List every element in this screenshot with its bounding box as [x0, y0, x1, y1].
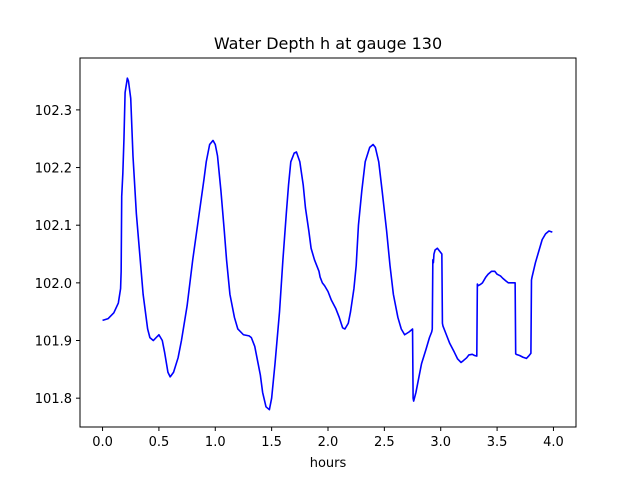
- x-tick-label: 2.0: [318, 435, 339, 450]
- y-axis: 101.8 101.9 102.0 102.1 102.2 102.3: [35, 104, 80, 407]
- chart-title: Water Depth h at gauge 130: [214, 34, 442, 53]
- x-tick-label: 0.0: [92, 435, 113, 450]
- x-axis-label: hours: [310, 456, 347, 471]
- x-tick-label: 4.0: [543, 435, 564, 450]
- y-tick-label: 102.2: [35, 162, 72, 177]
- x-tick-label: 3.0: [430, 435, 451, 450]
- series-line: [102, 77, 553, 411]
- x-tick-label: 3.5: [487, 435, 508, 450]
- x-axis: 0.0 0.5 1.0 1.5 2.0 2.5 3.0 3.5 4.0: [92, 427, 564, 450]
- y-tick-label: 102.1: [35, 219, 72, 234]
- x-tick-label: 1.0: [205, 435, 226, 450]
- y-tick-label: 102.0: [35, 277, 72, 292]
- x-tick-label: 1.5: [261, 435, 282, 450]
- x-tick-label: 2.5: [374, 435, 395, 450]
- y-tick-label: 101.8: [35, 392, 72, 407]
- x-tick-label: 0.5: [149, 435, 170, 450]
- series-layer: [102, 77, 553, 411]
- y-tick-label: 102.3: [35, 104, 72, 119]
- y-tick-label: 101.9: [35, 335, 72, 350]
